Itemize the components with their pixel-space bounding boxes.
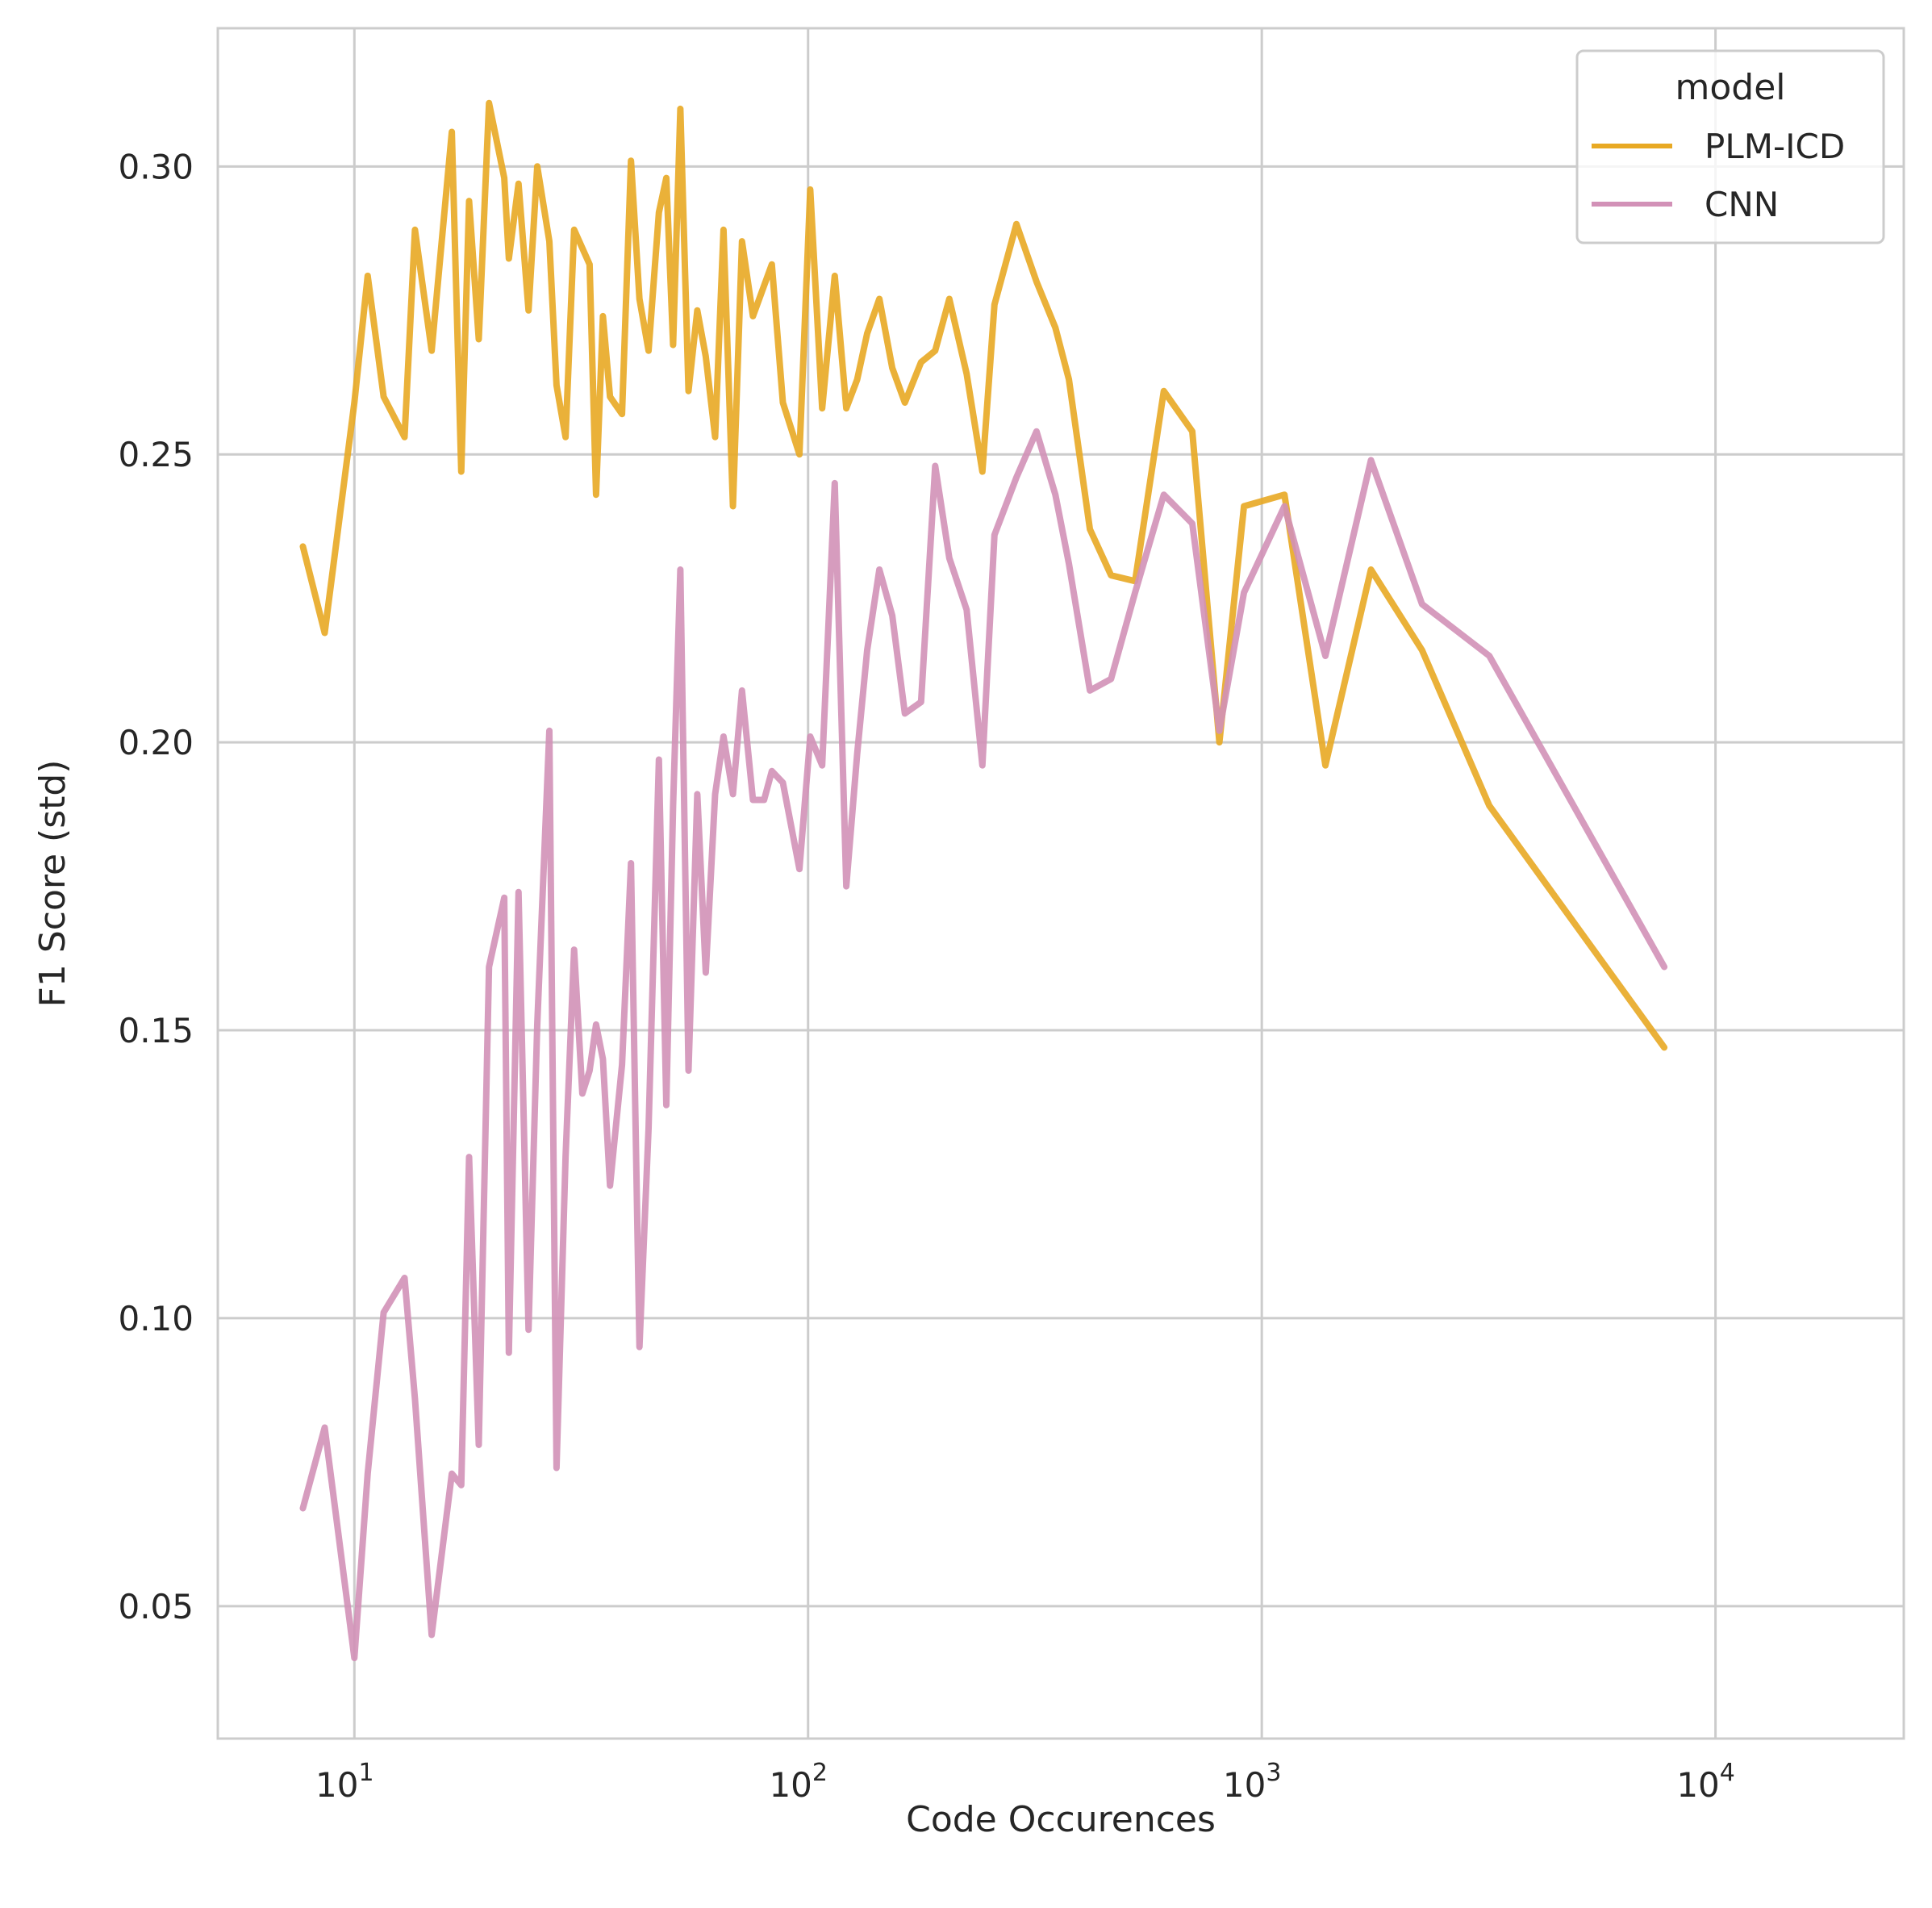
legend-box (1575, 49, 1885, 244)
series-layer (299, 99, 1668, 1662)
y-tick-label: 0.15 (118, 1011, 194, 1050)
legend: model PLM-ICD CNN (1575, 49, 1885, 244)
x-tick-label: 101 (315, 1759, 374, 1805)
legend-label: PLM-ICD (1705, 127, 1845, 166)
x-tick-label: 103 (1223, 1759, 1282, 1805)
y-tick-label: 0.30 (118, 147, 194, 186)
legend-items: PLM-ICD CNN (1592, 127, 1845, 224)
x-tick-label: 102 (769, 1759, 828, 1805)
y-tick-labels: 0.05 0.10 0.15 0.20 0.25 0.30 (118, 147, 194, 1626)
series-line-plm-icd (299, 99, 1668, 1051)
series-line-cnn (299, 428, 1668, 1662)
plot-frame (216, 27, 1905, 1740)
x-tick-label: 104 (1676, 1759, 1735, 1805)
y-tick-label: 0.25 (118, 435, 194, 474)
y-tick-label: 0.20 (118, 723, 194, 762)
y-tick-label: 0.05 (118, 1587, 194, 1626)
legend-title: model (1675, 67, 1785, 108)
legend-label: CNN (1705, 185, 1779, 224)
y-axis-title: F1 Score (std) (32, 760, 73, 1008)
x-tick-labels: 101 102 103 104 (315, 1759, 1735, 1805)
y-tick-label: 0.10 (118, 1299, 194, 1338)
x-axis-title: Code Occurences (906, 1799, 1216, 1840)
